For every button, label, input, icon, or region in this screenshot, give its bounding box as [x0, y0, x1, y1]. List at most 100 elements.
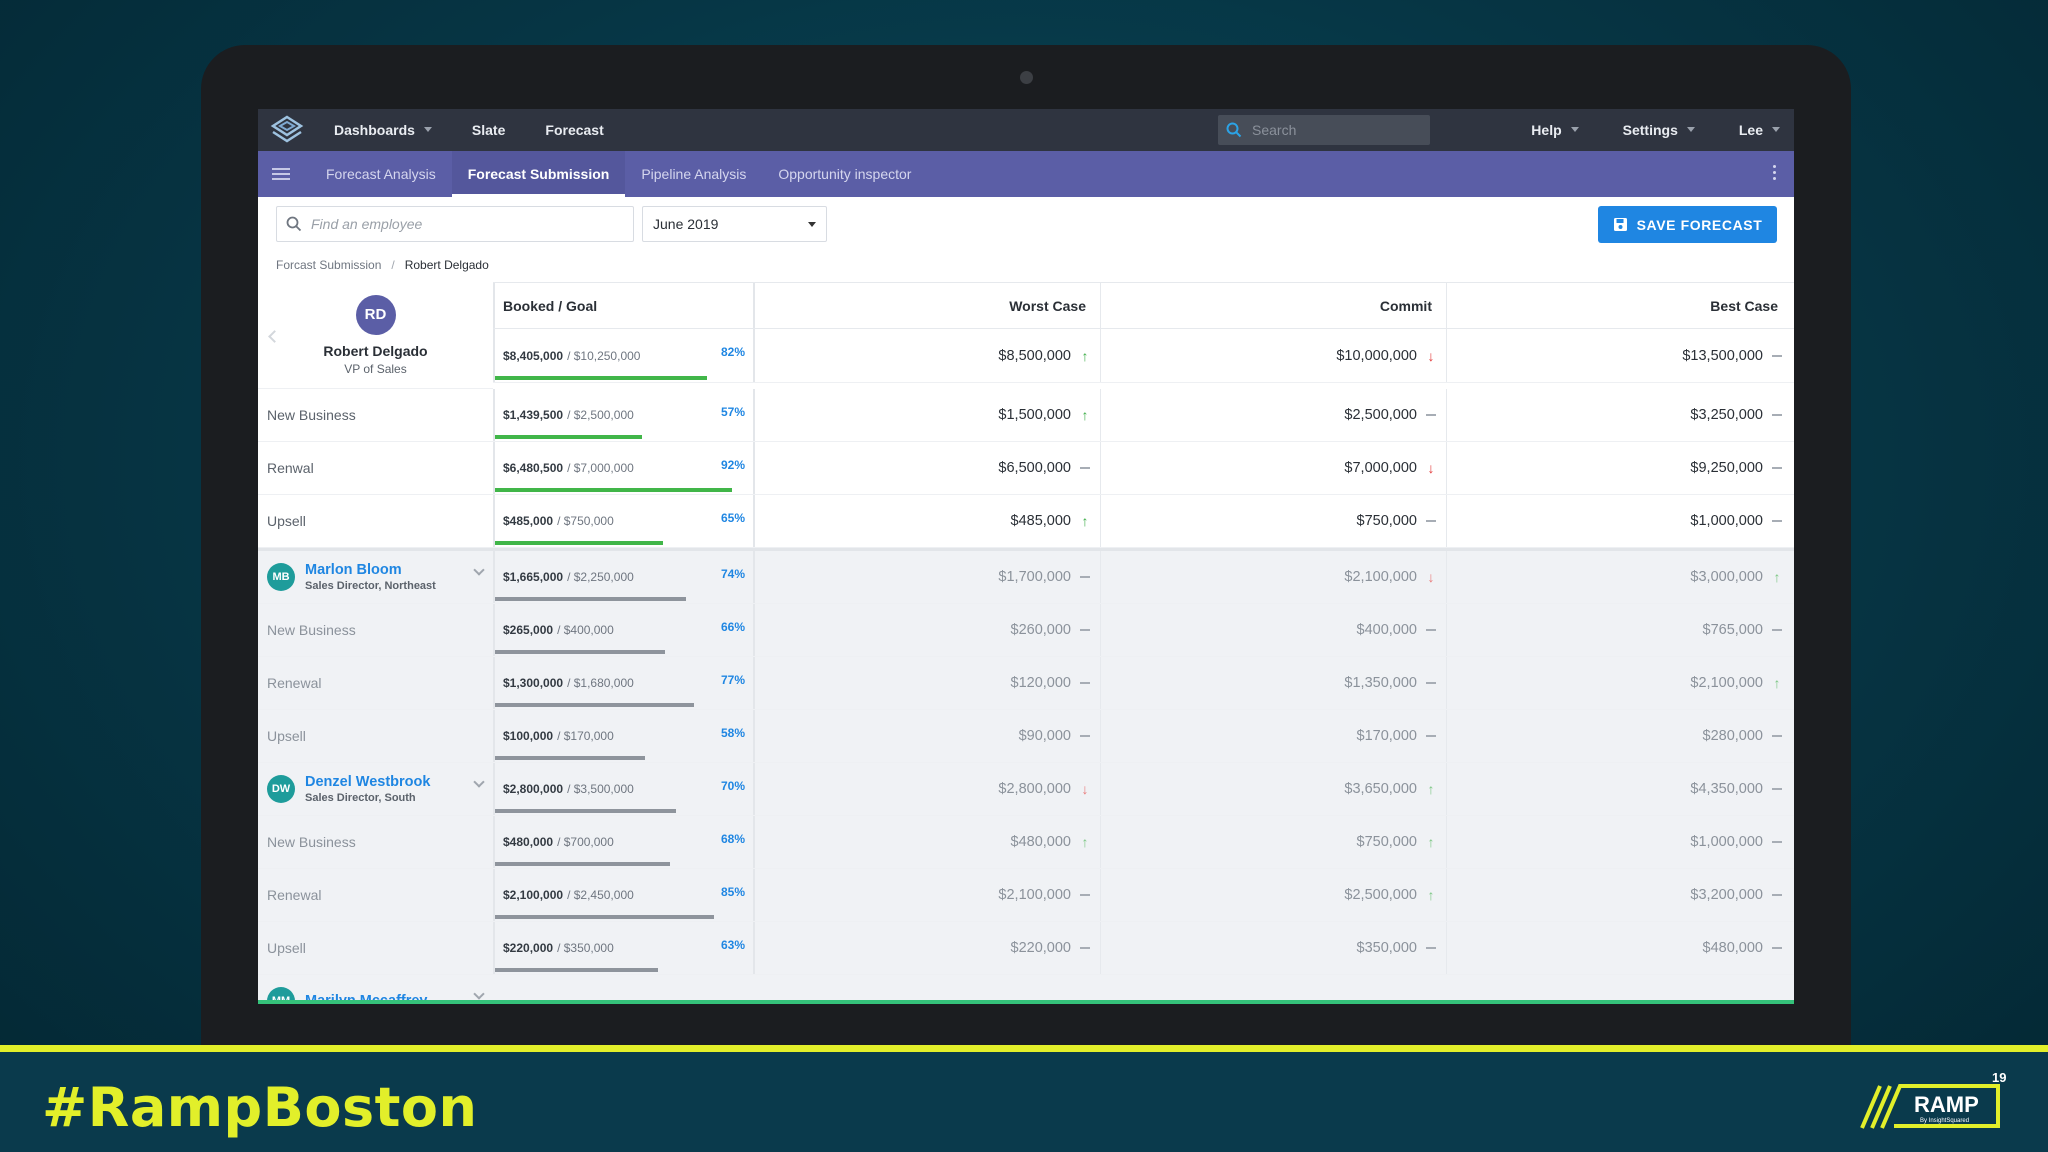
commit-cell[interactable]: $2,500,000 [1101, 389, 1447, 441]
employee-search-input[interactable] [311, 216, 611, 232]
tab-opportunity-inspector[interactable]: Opportunity inspector [762, 151, 927, 197]
dash-icon [1771, 623, 1783, 637]
manager-row[interactable]: DW Denzel Westbrook Sales Director, South $… [258, 763, 1794, 816]
worst-case-cell[interactable]: $485,000 ↑ [755, 495, 1101, 547]
goal-value: / $700,000 [557, 835, 614, 849]
booked-goal-cell: $1,439,500/ $2,500,000 57% [493, 389, 755, 441]
arrow-up-icon: ↑ [1427, 834, 1435, 850]
tab-pipeline-analysis[interactable]: Pipeline Analysis [625, 151, 762, 197]
worst-case-cell-value: $480,000 [1010, 834, 1071, 850]
worst-case-cell[interactable]: $260,000 [755, 604, 1101, 656]
worst-case-cell[interactable]: $6,500,000 [755, 442, 1101, 494]
best-case-cell[interactable]: $1,000,000 [1447, 495, 1792, 547]
table-row: Upsell $100,000/ $170,000 58% $90,000 $170,0… [258, 710, 1794, 763]
lead-name: Robert Delgado [323, 342, 428, 359]
month-select[interactable]: June 2019 [642, 206, 827, 242]
nav-help[interactable]: Help [1531, 122, 1579, 138]
chevron-down-icon[interactable] [473, 564, 485, 576]
best-case-cell[interactable]: $3,000,000 ↑ [1447, 551, 1792, 603]
col-header-commit-label: Commit [1379, 297, 1432, 314]
best-case-cell[interactable]: $3,200,000 [1447, 869, 1792, 921]
worst-case-cell-value: $260,000 [1010, 622, 1071, 638]
best-case-cell[interactable]: $2,100,000 ↑ [1447, 657, 1792, 709]
best-case-cell[interactable]: $1,000,000 [1447, 816, 1792, 868]
nav-forecast[interactable]: Forecast [545, 122, 603, 138]
search-icon [1226, 122, 1242, 138]
commit-cell[interactable]: $7,000,000 ↓ [1101, 442, 1447, 494]
dash-icon [1425, 408, 1437, 422]
manager-profile[interactable]: MM Marilyn Mccaffrey [258, 975, 493, 1004]
worst-case-cell[interactable]: $2,100,000 [755, 869, 1101, 921]
dash-icon [1771, 514, 1783, 528]
best-case-cell-value: $1,000,000 [1690, 834, 1763, 850]
best-case-cell[interactable]: $4,350,000 [1447, 763, 1792, 815]
nav-settings[interactable]: Settings [1623, 122, 1695, 138]
commit-cell[interactable]: $2,500,000 ↑ [1101, 869, 1447, 921]
tab-forecast-analysis[interactable]: Forecast Analysis [310, 151, 452, 197]
best-case-cell[interactable]: $480,000 [1447, 922, 1792, 974]
dash-icon [1079, 888, 1091, 902]
commit-cell[interactable]: $1,350,000 [1101, 657, 1447, 709]
worst-case-cell[interactable]: $120,000 [755, 657, 1101, 709]
best-case-cell[interactable]: $13,500,000 [1447, 329, 1792, 382]
chevron-down-icon[interactable] [473, 988, 485, 1000]
worst-case-cell[interactable]: $90,000 [755, 710, 1101, 762]
save-forecast-button[interactable]: SAVE FORECAST [1598, 206, 1777, 243]
dash-icon [1771, 729, 1783, 743]
more-options-icon[interactable] [1773, 165, 1776, 180]
worst-case-cell[interactable]: $220,000 [755, 922, 1101, 974]
worst-case-cell[interactable]: $8,500,000 ↑ [755, 329, 1101, 382]
breadcrumb-parent[interactable]: Forcast Submission [276, 258, 382, 272]
month-select-value: June 2019 [653, 216, 719, 232]
tab-forecast-submission[interactable]: Forecast Submission [451, 151, 626, 197]
worst-case-cell[interactable]: $480,000 ↑ [755, 816, 1101, 868]
commit-cell-value: $1,350,000 [1344, 675, 1417, 691]
manager-row[interactable]: MB Marlon Bloom Sales Director, Northeast $… [258, 551, 1794, 604]
chevron-down-icon[interactable] [473, 776, 485, 788]
search-input[interactable] [1252, 122, 1412, 138]
worst-case-cell[interactable]: $1,500,000 ↑ [755, 389, 1101, 441]
dash-icon [1425, 941, 1437, 955]
worst-case-cell[interactable]: $1,700,000 [755, 551, 1101, 603]
dash-icon [1425, 623, 1437, 637]
best-case-cell[interactable]: $3,250,000 [1447, 389, 1792, 441]
col-header-worst[interactable]: Worst Case [755, 283, 1101, 328]
manager-row[interactable]: MM Marilyn Mccaffrey [258, 975, 1794, 1004]
commit-cell[interactable]: $3,650,000 ↑ [1101, 763, 1447, 815]
col-header-commit[interactable]: Commit [1101, 283, 1447, 328]
hamburger-menu-icon[interactable] [272, 168, 290, 180]
best-case-cell[interactable]: $280,000 [1447, 710, 1792, 762]
employee-search[interactable] [276, 206, 634, 242]
best-case-cell[interactable]: $765,000 [1447, 604, 1792, 656]
goal-value: / $750,000 [557, 514, 614, 528]
worst-case-cell[interactable]: $2,800,000 ↓ [755, 763, 1101, 815]
global-search[interactable] [1218, 115, 1430, 145]
dash-icon [1771, 888, 1783, 902]
filter-bar: June 2019 SAVE FORECAST [258, 197, 1794, 251]
chevron-down-icon [423, 126, 432, 132]
commit-cell[interactable]: $10,000,000 ↓ [1101, 329, 1447, 382]
manager-name: Marlon Bloom [305, 562, 402, 578]
best-case-cell[interactable]: $9,250,000 [1447, 442, 1792, 494]
commit-cell[interactable]: $2,100,000 ↓ [1101, 551, 1447, 603]
nav-slate[interactable]: Slate [472, 122, 505, 138]
goal-value: / $350,000 [557, 941, 614, 955]
manager-profile[interactable]: DW Denzel Westbrook Sales Director, South [258, 763, 493, 815]
attainment-progress-bar [495, 915, 715, 919]
app-logo-icon[interactable] [270, 113, 304, 147]
manager-name: Marilyn Mccaffrey [305, 993, 428, 1004]
goal-value: / $3,500,000 [567, 782, 634, 796]
top-nav: Dashboards Slate Forecast Help Settings … [258, 109, 1794, 151]
commit-cell[interactable]: $750,000 [1101, 495, 1447, 547]
nav-right: Help Settings Lee [1487, 109, 1780, 151]
commit-cell[interactable]: $750,000 ↑ [1101, 816, 1447, 868]
commit-cell[interactable]: $350,000 [1101, 922, 1447, 974]
commit-cell[interactable]: $170,000 [1101, 710, 1447, 762]
dash-icon [1771, 941, 1783, 955]
nav-dashboards[interactable]: Dashboards [334, 122, 432, 138]
col-header-best[interactable]: Best Case [1447, 283, 1792, 328]
nav-user-menu[interactable]: Lee [1739, 122, 1780, 138]
arrow-up-icon: ↑ [1427, 887, 1435, 903]
manager-profile[interactable]: MB Marlon Bloom Sales Director, Northeast [258, 551, 493, 603]
commit-cell[interactable]: $400,000 [1101, 604, 1447, 656]
